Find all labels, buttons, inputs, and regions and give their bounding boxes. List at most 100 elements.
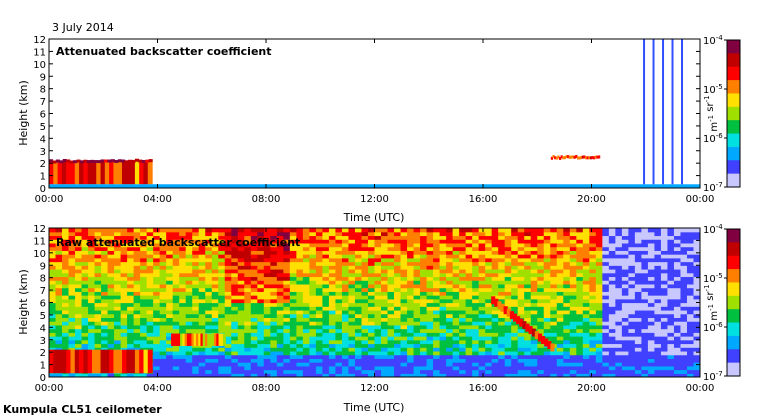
heatmap-cell [511,265,519,270]
heatmap-cell [621,231,629,237]
heatmap-cell [400,373,408,377]
heatmap-cell [556,265,564,270]
heatmap-cell [491,324,499,330]
heatmap-cell [309,309,317,315]
heatmap-cell [88,298,96,304]
heatmap-cell [328,242,337,248]
heatmap-cell [94,309,102,315]
heatmap-cell [498,298,506,304]
heatmap-cell [263,291,271,296]
heatmap-cell [426,272,434,278]
heatmap-cell [133,239,141,244]
heatmap-cell [328,295,337,300]
heatmap-cell [218,231,226,237]
heatmap-cell [257,339,265,345]
heatmap-cell [576,336,584,341]
heatmap-cell [413,246,421,251]
heatmap-cell [166,324,174,330]
heatmap-cell [550,324,558,330]
heatmap-cell [354,347,363,352]
heatmap-cell [348,272,356,278]
heatmap-cell [465,362,473,367]
heatmap-cell [198,265,206,270]
heatmap-cell [407,246,415,251]
heatmap-cell [491,235,499,240]
heatmap-cell [472,358,480,363]
heatmap-cell [218,350,226,356]
heatmap-cell [498,287,506,292]
heatmap-cell [185,280,193,285]
heatmap-cell [634,231,643,237]
heatmap-cell [55,306,63,311]
heatmap-cell [524,291,532,296]
heatmap-cell [244,369,252,374]
heatmap-cell [263,350,271,356]
heatmap-cell [465,313,473,319]
heatmap-cell [270,283,278,289]
heatmap-cell [218,287,226,292]
heatmap-cell [127,272,135,278]
heatmap-cell [354,257,363,263]
heatmap-cell [615,242,623,248]
heatmap-cell [582,332,590,337]
heatmap-cell [237,339,245,345]
heatmap-cell [237,362,245,367]
heatmap-cell [667,362,675,367]
heatmap-cell [172,298,180,304]
heatmap-cell [55,336,63,341]
heatmap-cell [634,272,643,278]
heatmap-cell [595,287,603,292]
heatmap-cell [120,246,128,251]
heatmap-cell [133,347,141,352]
heatmap-cell [654,280,662,285]
heatmap-cell [289,268,297,274]
heatmap-cell [550,317,558,322]
heatmap-cell [452,239,460,244]
heatmap-cell [407,272,415,278]
heatmap-cell [485,321,493,326]
heatmap-cell [81,324,89,330]
heatmap-cell [641,235,649,240]
heatmap-cell [289,354,297,359]
heatmap-cell [452,324,460,330]
heatmap-cell [433,287,441,292]
heatmap-cell [250,350,258,356]
heatmap-cell [647,365,656,371]
heatmap-cell [537,302,545,307]
heatmap-cell [582,261,590,266]
heatmap-cell [615,373,623,377]
heatmap-cell [231,246,239,251]
heatmap-cell [140,373,148,377]
heatmap-cell [101,254,109,259]
heatmap-cell [218,276,226,281]
x-tick-label: 04:00 [143,383,172,394]
heatmap-cell [153,321,161,326]
x-tick-label: 20:00 [577,194,606,205]
heatmap-cell [348,350,356,356]
colorbar-tick-label: 10-5 [703,272,723,285]
heatmap-cell [478,265,486,270]
heatmap-cell [491,309,499,315]
heatmap-cell [114,317,122,322]
heatmap-cell [543,265,551,270]
heatmap-cell [680,343,688,348]
heatmap-cell [407,265,415,270]
x-tick-label: 08:00 [252,194,281,205]
heatmap-cell [107,309,115,315]
heatmap-cell [660,268,669,274]
heatmap-cell [296,336,304,341]
heatmap-cell [641,313,649,319]
heatmap-cell [426,280,434,285]
heatmap-cell [244,265,252,270]
heatmap-cell [172,373,180,377]
heatmap-cell [159,239,167,244]
heatmap-cell [517,369,525,374]
residual-layer [204,333,208,346]
y-tick-label: 5 [40,122,46,133]
heatmap-cell [491,239,499,244]
heatmap-cell [647,332,656,337]
heatmap-cell [302,324,310,330]
heatmap-cell [634,302,643,307]
heatmap-cell [576,231,584,237]
heatmap-cell [439,291,447,296]
